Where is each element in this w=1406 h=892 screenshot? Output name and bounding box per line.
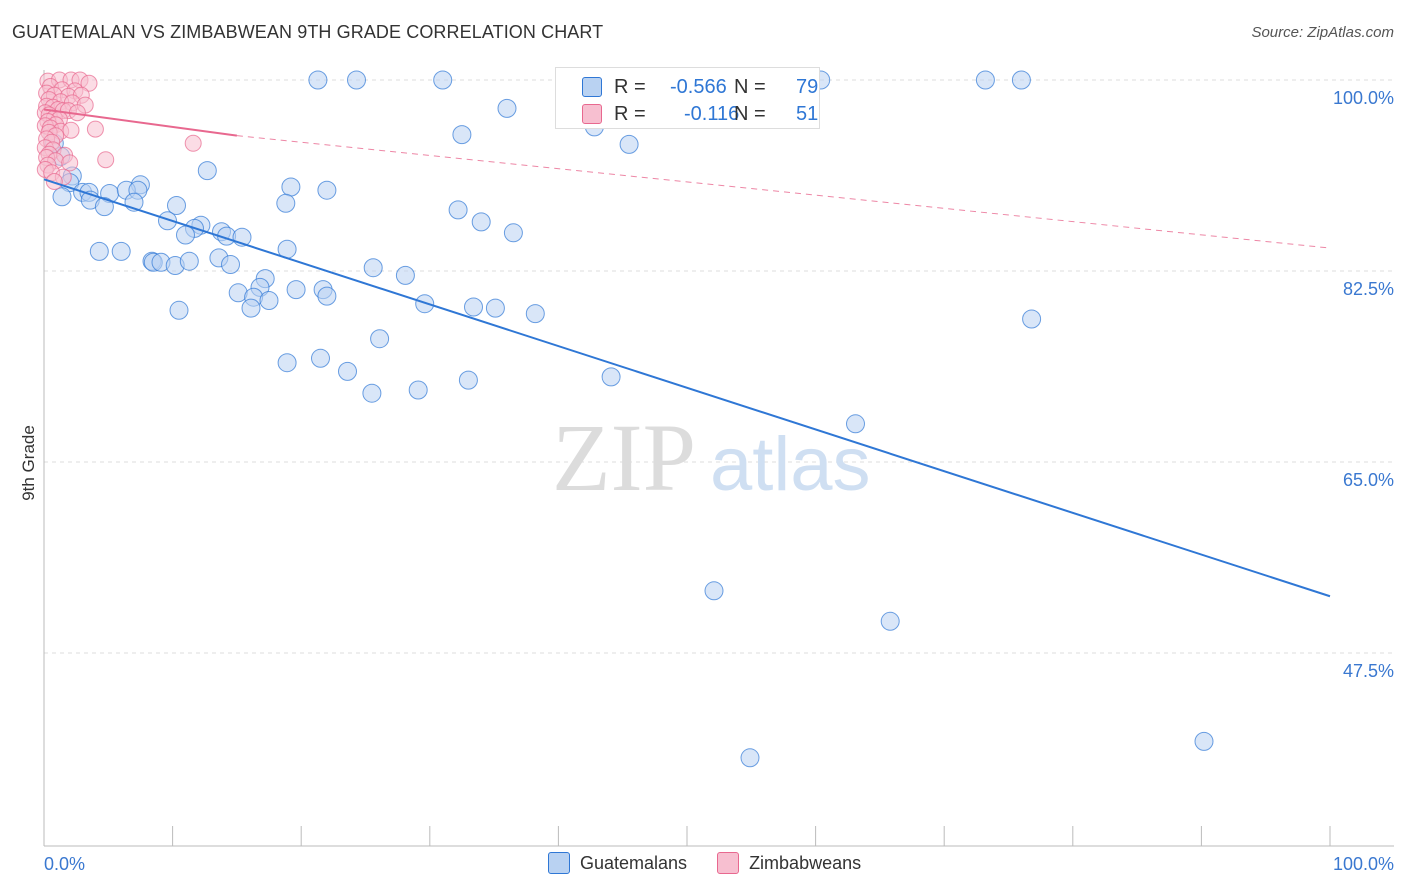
y-axis-title: 9th Grade [19, 425, 38, 501]
guatemalan-point [525, 304, 545, 324]
n-value: 79 [796, 75, 819, 98]
guatemalan-point [362, 383, 382, 403]
watermark: ZIP atlas [552, 404, 871, 511]
guatemalan-point [276, 193, 296, 213]
zimbabwean-point [80, 74, 98, 92]
stats-legend: R = -0.566 N = 79 R = -0.116 N = 51 [555, 67, 820, 129]
guatemalan-point [458, 370, 478, 390]
guatemalan-point [169, 300, 189, 320]
gridlines [44, 79, 1394, 654]
guatemalan-point [395, 265, 415, 285]
legend-item-zimbabweans[interactable]: Zimbabweans [717, 852, 861, 874]
guatemalan-point [740, 748, 760, 768]
y-tick-label: 47.5% [1343, 661, 1394, 681]
legend-label: Guatemalans [580, 852, 688, 873]
guatemalan-point [448, 200, 468, 220]
guatemalan-point [347, 70, 366, 90]
watermark-zip: ZIP [552, 404, 696, 511]
guatemalan-point [338, 361, 357, 381]
watermark-atlas: atlas [710, 422, 871, 507]
guatemalan-point [94, 197, 114, 217]
zimbabwean-point [62, 121, 80, 139]
n-value: 51 [796, 102, 819, 125]
legend-item-guatemalans[interactable]: Guatemalans [548, 852, 687, 874]
y-tick-label: 82.5% [1343, 279, 1394, 299]
guatemalan-point [281, 177, 301, 197]
x-tick-label: 0.0% [44, 854, 85, 874]
r-label: R = [614, 102, 646, 125]
guatemalan-point [1194, 731, 1214, 751]
zimbabweans-legend-swatch [717, 852, 740, 874]
guatemalan-point [308, 70, 328, 90]
zimbabwean-trend-extrapolation [236, 135, 1331, 249]
guatemalan-point [485, 298, 505, 318]
r-label: R = [614, 75, 646, 98]
zimbabwean-point [86, 120, 104, 138]
guatemalan-point [277, 353, 297, 373]
guatemalan-point [452, 125, 472, 145]
guatemalan-point [317, 286, 337, 306]
data-points [36, 70, 1214, 768]
zimbabwean-point [184, 134, 202, 152]
guatemalan-trend-line [43, 178, 1331, 598]
n-label: N = [734, 102, 766, 125]
guatemalan-point [311, 348, 330, 368]
r-value: -0.116 [684, 102, 740, 125]
zimbabwean-point [45, 173, 63, 190]
guatemalan-point [846, 414, 865, 434]
guatemalan-point [1011, 70, 1031, 90]
x-tick-label: 100.0% [1333, 854, 1394, 874]
guatemalan-point [408, 380, 428, 400]
guatemalan-point [704, 581, 724, 601]
zimbabwean-trend-line [43, 108, 238, 137]
chart-source: Source: ZipAtlas.com [1251, 24, 1394, 41]
zimbabwean-point [97, 151, 115, 169]
guatemalan-point [464, 297, 483, 317]
y-tick-label: 100.0% [1333, 88, 1394, 108]
guatemalan-point [497, 98, 517, 118]
guatemalan-point [176, 225, 195, 245]
guatemalan-point [221, 255, 240, 274]
axis-labels: 47.5% 65.0% 82.5% 100.0% 0.0% 100.0% 9th Grade [19, 88, 1394, 874]
guatemalan-point [158, 211, 177, 231]
guatemalan-point [167, 196, 186, 215]
guatemalan-point [241, 298, 261, 318]
guatemalan-point [1022, 309, 1042, 329]
guatemalan-point [363, 258, 383, 278]
guatemalan-point [111, 241, 131, 261]
guatemalan-point [89, 241, 109, 261]
guatemalan-point [259, 291, 279, 310]
zimbabweans-swatch [582, 104, 602, 124]
guatemalan-point [197, 161, 217, 181]
r-value: -0.566 [670, 75, 727, 98]
guatemalan-point [503, 223, 523, 243]
guatemalan-point [52, 187, 72, 207]
guatemalan-point [975, 70, 995, 90]
axes [43, 70, 1394, 847]
chart-title: GUATEMALAN VS ZIMBABWEAN 9TH GRADE CORRE… [12, 22, 604, 42]
guatemalan-point [286, 280, 306, 300]
guatemalans-legend-swatch [548, 852, 570, 874]
zimbabwean-point [61, 154, 79, 172]
guatemalan-point [471, 212, 491, 232]
legend-label: Zimbabweans [749, 852, 862, 873]
guatemalan-point [619, 134, 639, 154]
guatemalan-point [433, 70, 453, 90]
series-legend: Guatemalans Zimbabweans [548, 852, 861, 874]
guatemalan-point [880, 611, 900, 631]
guatemalan-point [317, 180, 337, 200]
n-label: N = [734, 75, 766, 98]
trend-lines [43, 108, 1331, 598]
y-tick-label: 65.0% [1343, 470, 1394, 490]
guatemalans-swatch [582, 77, 602, 97]
guatemalan-point [370, 329, 390, 349]
guatemalan-point [179, 251, 199, 271]
guatemalan-point [601, 367, 621, 387]
